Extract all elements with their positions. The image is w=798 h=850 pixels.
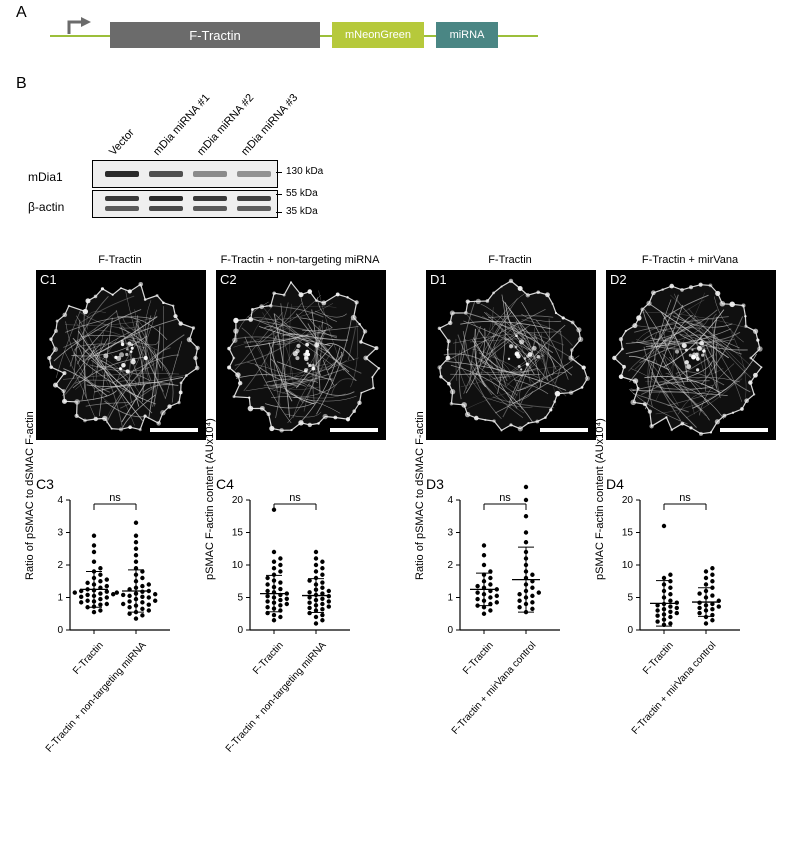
svg-text:3: 3 bbox=[447, 528, 453, 539]
svg-text:2: 2 bbox=[447, 560, 453, 571]
y-axis-label: pSMAC F-actin content (AUx10⁴) bbox=[204, 420, 216, 580]
construct-box: F-Tractin bbox=[110, 22, 320, 48]
blot-band bbox=[237, 196, 271, 201]
scale-bar bbox=[540, 428, 588, 432]
blot-lane-labels: VectormDia miRNA #1mDia miRNA #2mDia miR… bbox=[108, 90, 368, 160]
construct-line bbox=[50, 35, 110, 37]
scatter-plot-d3: D3 Ratio of pSMAC to dSMAC F-actin 01234… bbox=[426, 480, 566, 680]
scatter-plot-c4: C4 pSMAC F-actin content (AUx10⁴) 051015… bbox=[216, 480, 356, 680]
image-title: F-Tractin + non-targeting miRNA bbox=[210, 254, 390, 266]
cell-image-c2: C2 bbox=[216, 270, 386, 440]
svg-text:15: 15 bbox=[232, 528, 244, 539]
marker-tick bbox=[276, 194, 282, 195]
image-title: F-Tractin + mirVana bbox=[600, 254, 780, 266]
marker-tick bbox=[276, 172, 282, 173]
svg-text:4: 4 bbox=[57, 495, 63, 506]
svg-text:20: 20 bbox=[232, 495, 244, 506]
panel-letter-a: A bbox=[16, 4, 27, 22]
svg-text:ns: ns bbox=[499, 492, 511, 504]
blot-band bbox=[105, 206, 139, 211]
marker-tick bbox=[276, 212, 282, 213]
marker-label: 130 kDa bbox=[286, 166, 323, 177]
image-title: F-Tractin bbox=[420, 254, 600, 266]
western-blot-actin bbox=[92, 190, 278, 218]
blot-band bbox=[237, 206, 271, 211]
svg-text:3: 3 bbox=[57, 528, 63, 539]
svg-text:15: 15 bbox=[622, 528, 634, 539]
scatter-plot-c3: C3 Ratio of pSMAC to dSMAC F-actin 01234… bbox=[36, 480, 176, 680]
blot-band bbox=[149, 171, 183, 177]
svg-text:0: 0 bbox=[447, 625, 453, 636]
y-axis-label: Ratio of pSMAC to dSMAC F-actin bbox=[414, 420, 426, 580]
cell-image-d1: D1 bbox=[426, 270, 596, 440]
construct-line bbox=[498, 35, 538, 37]
svg-text:1: 1 bbox=[447, 593, 453, 604]
cell-image-d2: D2 bbox=[606, 270, 776, 440]
construct-box: mNeonGreen bbox=[332, 22, 424, 48]
western-blot-mdia1 bbox=[92, 160, 278, 188]
blot-band bbox=[193, 206, 227, 211]
image-corner-label: C1 bbox=[40, 272, 57, 287]
x-axis-label: F-Tractin + mirVana control bbox=[629, 640, 718, 737]
cell-image-c1: C1 bbox=[36, 270, 206, 440]
scale-bar bbox=[150, 428, 198, 432]
scatter-plot-d4: D4 pSMAC F-actin content (AUx10⁴) 051015… bbox=[606, 480, 746, 680]
svg-text:10: 10 bbox=[622, 560, 634, 571]
image-corner-label: C2 bbox=[220, 272, 237, 287]
construct-diagram: F-Tractin mNeonGreen miRNA bbox=[50, 22, 550, 50]
x-axis-label: F-Tractin + mirVana control bbox=[449, 640, 538, 737]
promoter-arrow-icon bbox=[65, 16, 93, 34]
blot-band bbox=[149, 206, 183, 211]
image-corner-label: D1 bbox=[430, 272, 447, 287]
svg-text:0: 0 bbox=[627, 625, 633, 636]
y-axis-label: pSMAC F-actin content (AUx10⁴) bbox=[594, 420, 606, 580]
svg-text:ns: ns bbox=[109, 492, 121, 504]
figure-root: A F-Tractin mNeonGreen miRNA B VectormDia … bbox=[0, 0, 798, 850]
svg-text:4: 4 bbox=[447, 495, 453, 506]
blot-band bbox=[237, 171, 271, 177]
svg-text:20: 20 bbox=[622, 495, 634, 506]
construct-box: miRNA bbox=[436, 22, 498, 48]
image-title: F-Tractin bbox=[30, 254, 210, 266]
svg-text:ns: ns bbox=[679, 492, 691, 504]
marker-label: 55 kDa bbox=[286, 188, 318, 199]
blot-row-label: β-actin bbox=[28, 200, 64, 214]
svg-text:ns: ns bbox=[289, 492, 301, 504]
svg-text:5: 5 bbox=[237, 593, 243, 604]
blot-band bbox=[149, 196, 183, 201]
blot-band bbox=[105, 196, 139, 201]
scale-bar bbox=[720, 428, 768, 432]
svg-text:5: 5 bbox=[627, 593, 633, 604]
lane-label: Vector bbox=[107, 127, 137, 158]
blot-row-label: mDia1 bbox=[28, 170, 63, 184]
construct-line bbox=[424, 35, 436, 37]
blot-band bbox=[193, 196, 227, 201]
svg-text:2: 2 bbox=[57, 560, 63, 571]
svg-text:1: 1 bbox=[57, 593, 63, 604]
panel-letter-b: B bbox=[16, 75, 27, 93]
construct-line bbox=[320, 35, 332, 37]
y-axis-label: Ratio of pSMAC to dSMAC F-actin bbox=[24, 420, 36, 580]
blot-band bbox=[193, 171, 227, 177]
image-corner-label: D2 bbox=[610, 272, 627, 287]
marker-label: 35 kDa bbox=[286, 206, 318, 217]
scale-bar bbox=[330, 428, 378, 432]
svg-text:10: 10 bbox=[232, 560, 244, 571]
svg-text:0: 0 bbox=[237, 625, 243, 636]
blot-band bbox=[105, 171, 139, 177]
svg-text:0: 0 bbox=[57, 625, 63, 636]
